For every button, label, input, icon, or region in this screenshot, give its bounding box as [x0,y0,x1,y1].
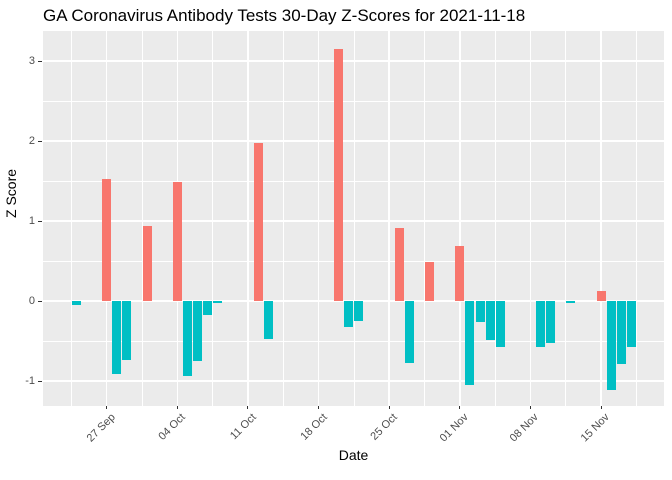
zscore-bar [566,301,576,304]
zscore-bar [172,181,182,301]
y-major-gridline [43,300,664,302]
x-tick-label: 11 Oct [227,411,259,443]
x-tick-label: 01 Nov [437,411,471,445]
y-tick-mark [38,140,42,142]
x-major-gridline [459,31,461,406]
x-major-gridline [529,31,532,406]
x-tick-label: 08 Nov [508,411,542,445]
zscore-bar [354,301,364,321]
x-major-gridline [247,31,249,406]
zscore-bar [616,301,626,365]
x-major-gridline [317,31,320,406]
x-tick-mark [106,406,108,409]
zscore-bar [455,245,465,301]
x-tick-label: 18 Oct [297,411,330,443]
zscore-bar [475,301,485,322]
x-tick-label: 25 Oct [368,411,400,443]
zscore-bar [404,301,414,364]
zscore-bar [425,261,435,301]
zscore-bar [182,301,192,377]
zscore-bar [253,143,263,301]
x-tick-mark [600,406,602,409]
y-major-gridline [43,220,664,222]
y-axis-title: Z Score [3,168,19,218]
x-tick-mark [529,406,531,409]
zscore-bar [394,228,404,301]
zscore-bar [344,301,354,328]
zscore-bar [485,301,495,341]
y-major-gridline [43,380,664,382]
y-tick-label: 1 [28,214,35,227]
zscore-bar [71,301,81,305]
zscore-bar [142,225,152,301]
y-tick-mark [38,60,42,62]
x-tick-label: 04 Oct [156,411,189,443]
y-tick-label: 0 [28,294,35,307]
zscore-bar [536,301,546,348]
y-tick-label: 3 [28,54,35,67]
x-minor-gridline [141,31,143,406]
zscore-bar [596,290,606,301]
x-tick-label: 15 Nov [578,411,612,445]
plot-panel [43,31,664,406]
x-minor-gridline [565,31,567,406]
zscore-bar [495,301,505,348]
x-minor-gridline [282,31,284,406]
y-tick-mark [38,220,42,222]
x-minor-gridline [353,31,355,406]
x-minor-gridline [70,31,72,406]
zscore-bar [606,301,616,390]
x-tick-label: 27 Sep [84,411,118,445]
x-tick-mark [176,406,178,409]
y-major-gridline [43,140,664,142]
zscore-bar [213,301,223,303]
zscore-bar [626,301,636,347]
y-major-gridline [43,60,664,62]
x-tick-mark [247,406,249,409]
chart-title: GA Coronavirus Antibody Tests 30-Day Z-S… [43,6,526,25]
zscore-bar [102,178,112,301]
zscore-bar [112,301,122,374]
x-minor-gridline [424,31,425,406]
y-tick-mark [38,380,42,382]
x-major-gridline [388,31,390,406]
x-major-gridline [600,31,602,406]
x-axis-title: Date [338,447,369,463]
zscore-bar [122,301,132,361]
zscore-bar [334,49,344,301]
y-tick-label: -1 [25,374,35,387]
x-minor-gridline [494,31,496,406]
x-minor-gridline [636,31,637,406]
zscore-bar [192,301,202,361]
zscore-bar [263,301,273,340]
zscore-bar [203,301,213,316]
x-tick-mark [459,406,461,409]
x-minor-gridline [212,31,214,406]
zscore-bar [546,301,556,344]
y-tick-label: 2 [28,134,35,147]
zscore-bar [465,301,475,385]
y-tick-mark [38,300,42,302]
x-tick-mark [318,406,320,409]
x-tick-mark [388,406,390,409]
